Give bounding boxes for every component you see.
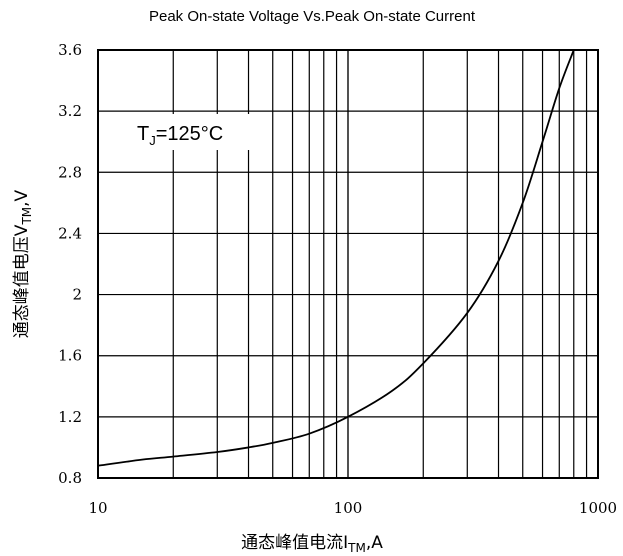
y-tick-label: 1.6 bbox=[58, 347, 82, 365]
annotation-tj: TJ=125°C bbox=[137, 123, 223, 148]
y-tick-label: 3.2 bbox=[58, 102, 82, 120]
y-tick-label: 2.8 bbox=[58, 163, 82, 181]
x-tick-label: 1000 bbox=[579, 499, 617, 517]
y-tick-labels: 0.8 1.2 1.6 2 2.4 2.8 3.2 3.6 bbox=[58, 41, 82, 487]
y-tick-label: 2 bbox=[72, 286, 82, 304]
y-tick-label: 1.2 bbox=[58, 408, 82, 426]
plot-frame bbox=[97, 49, 599, 479]
chart-title: Peak On-state Voltage Vs.Peak On-state C… bbox=[149, 8, 476, 25]
x-tick-labels: 10 100 1000 bbox=[88, 499, 617, 517]
grid bbox=[98, 50, 598, 478]
y-tick-label: 3.6 bbox=[58, 41, 82, 59]
y-tick-label: 0.8 bbox=[58, 469, 82, 487]
annotation-background bbox=[126, 114, 250, 150]
y-tick-label: 2.4 bbox=[58, 224, 82, 242]
voltage-current-curve bbox=[97, 49, 575, 467]
x-tick-label: 100 bbox=[334, 499, 363, 517]
y-axis-label: 通态峰值电压VTM,V bbox=[12, 189, 34, 338]
x-axis-label: 通态峰值电流ITM,A bbox=[241, 533, 383, 555]
x-tick-label: 10 bbox=[88, 499, 107, 517]
